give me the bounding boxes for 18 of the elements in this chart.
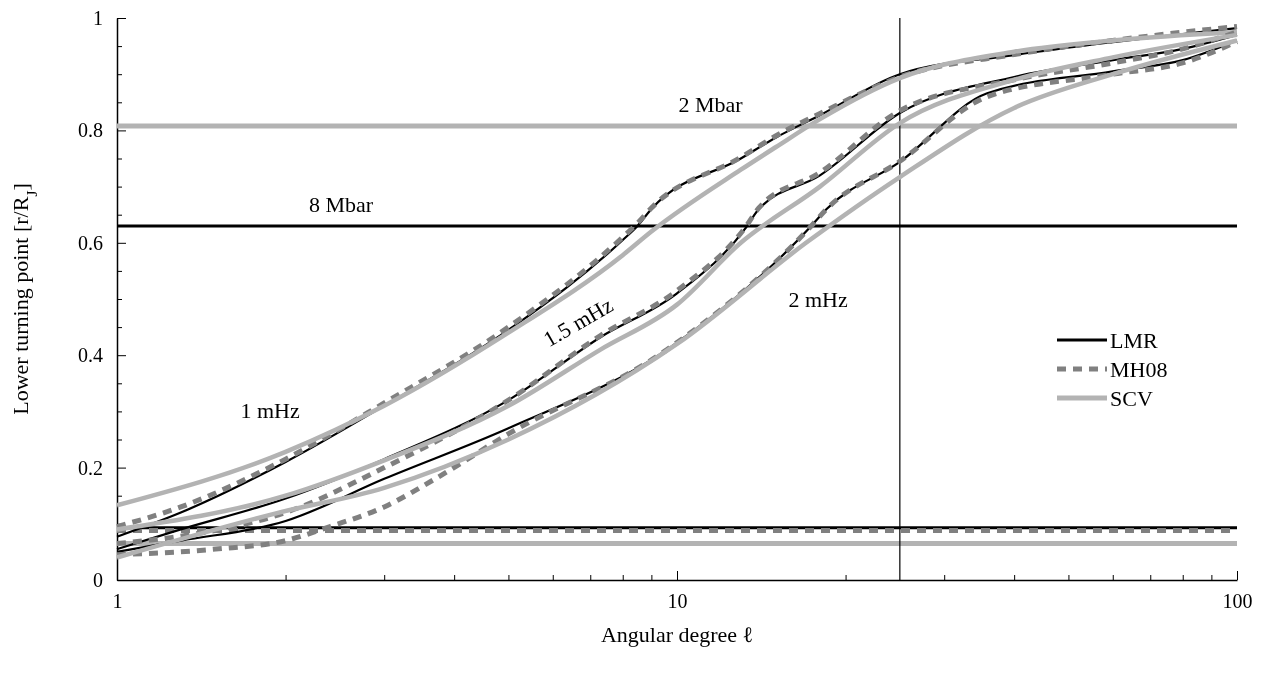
x-tick-label: 100	[1222, 590, 1253, 613]
x-tick-label: 10	[667, 590, 688, 613]
annotation: 2 mHz	[788, 286, 848, 312]
legend-label: SCV	[1110, 385, 1153, 411]
y-tick-label: 0.8	[78, 119, 103, 142]
ref-line-label: 2 Mbar	[678, 91, 744, 117]
annotation: 1 mHz	[240, 397, 300, 423]
legend-label: MH08	[1110, 356, 1168, 382]
x-axis-title: Angular degree ℓ	[600, 622, 754, 647]
legend-label: LMR	[1110, 327, 1158, 353]
ref-line-label: 8 Mbar	[308, 191, 374, 217]
y-tick-label: 0.6	[78, 231, 103, 254]
y-tick-label: 0	[93, 568, 103, 591]
y-tick-label: 0.4	[78, 344, 103, 367]
y-tick-label: 0.2	[78, 456, 103, 479]
annotation: 1.5 mHz	[539, 292, 618, 352]
x-tick-label: 1	[112, 590, 123, 613]
y-tick-label: 1	[93, 6, 103, 29]
